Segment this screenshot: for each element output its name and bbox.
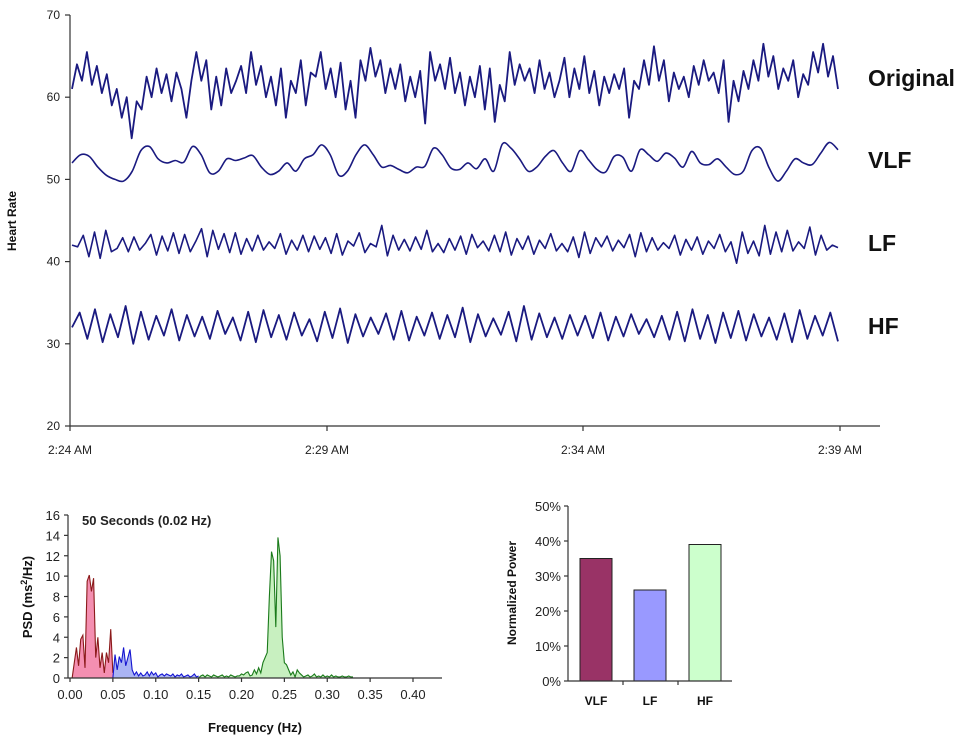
series-label-hf: HF [868, 313, 899, 339]
x-tick-label: 2:34 AM [561, 443, 605, 457]
bar-category-label: VLF [585, 694, 608, 708]
bar-y-tick-label: 20% [535, 604, 561, 619]
bar-y-label: Normalized Power [505, 541, 519, 645]
y-tick-label: 20 [47, 419, 61, 433]
bar-category-label: LF [643, 694, 658, 708]
psd-x-tick-label: 0.40 [400, 687, 425, 702]
psd-line-lf [112, 647, 199, 679]
bar-y-tick-label: 50% [535, 499, 561, 514]
bar-y-tick-label: 10% [535, 639, 561, 654]
x-tick-label: 2:29 AM [305, 443, 349, 457]
x-tick-label: 2:24 AM [48, 443, 92, 457]
series-line-hf [71, 305, 839, 345]
y-tick-label: 30 [47, 337, 61, 351]
psd-x-tick-label: 0.35 [357, 687, 382, 702]
psd-y-tick-label: 8 [53, 590, 60, 605]
psd-x-tick-label: 0.30 [315, 687, 340, 702]
bar-vlf [579, 558, 613, 682]
psd-y-tick-label: 10 [46, 569, 60, 584]
psd-area-lf [112, 647, 199, 678]
psd-x-tick-label: 0.20 [229, 687, 254, 702]
psd-y-tick-label: 12 [46, 549, 60, 564]
psd-x-tick-label: 0.25 [272, 687, 297, 702]
heart-rate-chart: Heart Rate 20 30 40 50 60 70 2:24 AM 2:29 AM 2:… [5, 8, 955, 457]
heart-rate-y-label: Heart Rate [5, 191, 19, 251]
psd-area-hf [198, 537, 353, 678]
psd-x-tick-label: 0.10 [143, 687, 168, 702]
normalized-power-chart: Normalized Power VLF LF HF 0% 10% 20% 30% 40% 5… [505, 499, 732, 708]
bar-y-tick-label: 30% [535, 569, 561, 584]
psd-y-label: PSD (ms2/Hz) [19, 556, 35, 638]
psd-y-tick-label: 0 [53, 671, 60, 686]
bar-lf [633, 589, 667, 682]
psd-x-label: Frequency (Hz) [208, 720, 302, 735]
psd-x-tick-label: 0.00 [57, 687, 82, 702]
psd-y-tick-label: 4 [53, 630, 60, 645]
series-label-original: Original [868, 65, 955, 91]
series-line-original [71, 42, 839, 140]
psd-title: 50 Seconds (0.02 Hz) [82, 513, 211, 528]
y-tick-label: 70 [47, 8, 61, 22]
y-tick-label: 40 [47, 255, 61, 269]
psd-x-tick-label: 0.05 [100, 687, 125, 702]
psd-area-vlf [72, 575, 113, 678]
psd-line-vlf [71, 574, 114, 679]
series-line-vlf [71, 141, 839, 183]
psd-y-tick-label: 14 [46, 528, 60, 543]
bar-y-tick-label: 40% [535, 534, 561, 549]
x-tick-label: 2:39 AM [818, 443, 862, 457]
bar-hf [688, 544, 722, 682]
psd-line-hf [198, 537, 353, 679]
y-tick-label: 50 [47, 172, 61, 186]
psd-y-tick-label: 16 [46, 508, 60, 523]
psd-y-tick-label: 6 [53, 610, 60, 625]
bar-category-label: HF [697, 694, 713, 708]
psd-chart: 50 Seconds (0.02 Hz) PSD (ms2/Hz) Freque… [19, 508, 442, 735]
series-label-lf: LF [868, 230, 896, 256]
bar-y-tick-label: 0% [542, 674, 561, 689]
psd-y-tick-label: 2 [53, 651, 60, 666]
series-label-vlf: VLF [868, 147, 911, 173]
series-line-lf [71, 224, 839, 265]
psd-x-tick-label: 0.15 [186, 687, 211, 702]
y-tick-label: 60 [47, 90, 61, 104]
